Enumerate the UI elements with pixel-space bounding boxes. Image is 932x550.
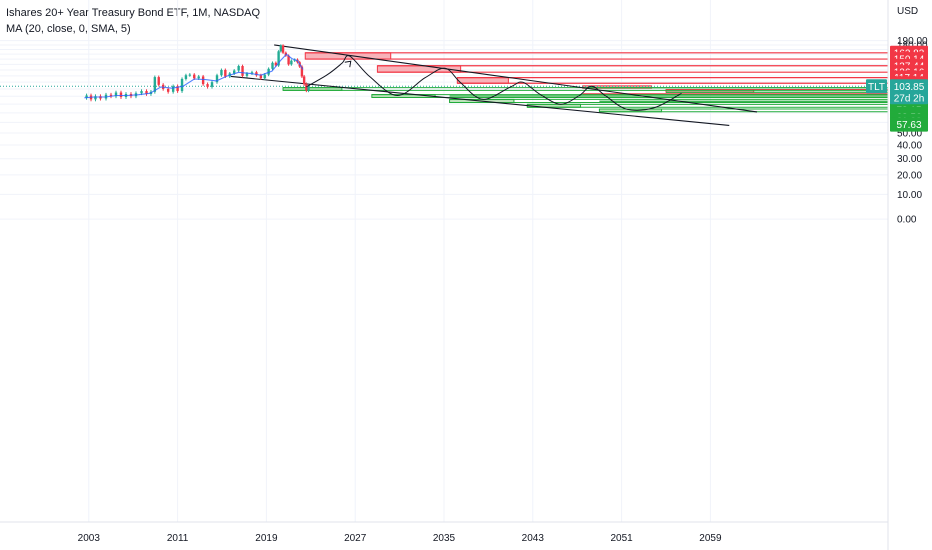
- y-tick-label: 0.00: [897, 215, 917, 226]
- candle-body: [176, 86, 179, 92]
- resistance-zone: [456, 77, 509, 84]
- candle-body: [271, 62, 274, 69]
- y-tick-label: 50.00: [897, 128, 922, 139]
- candle-body: [215, 75, 219, 83]
- candle-body: [210, 82, 214, 87]
- candle-body: [171, 86, 175, 92]
- candle-body: [305, 84, 308, 91]
- candle-body: [94, 96, 97, 100]
- symbol-tag-bg: [866, 79, 887, 94]
- projected-path: [306, 55, 682, 111]
- candle-body: [140, 91, 143, 94]
- candle-body: [109, 94, 113, 97]
- candle-body: [281, 45, 285, 53]
- support-price-tag: 57.63: [896, 120, 921, 131]
- candle-body: [241, 66, 244, 76]
- x-tick-label: 2019: [255, 533, 278, 544]
- price-series: [84, 44, 310, 102]
- candle-body: [274, 62, 278, 66]
- y-tick-label: 30.00: [897, 154, 922, 165]
- x-tick-label: 2027: [344, 533, 367, 544]
- candle-body: [119, 92, 123, 98]
- support-price-tag-bg: [890, 117, 928, 132]
- candle-body: [206, 84, 209, 87]
- y-tick-label: 190.00: [897, 36, 928, 47]
- candle-body: [193, 74, 196, 79]
- projection: [306, 55, 682, 111]
- y-tick-label: 10.00: [897, 190, 922, 201]
- y-tick-label: 20.00: [897, 170, 922, 181]
- candle-body: [184, 75, 188, 79]
- candle-body: [263, 74, 266, 79]
- currency-label: USD: [897, 6, 918, 17]
- candle-body: [255, 72, 258, 76]
- candle-body: [166, 88, 170, 92]
- candle-body: [300, 66, 304, 77]
- resistance-trendline: [274, 44, 758, 113]
- x-tick-label: 2051: [610, 533, 633, 544]
- candle-body: [307, 86, 310, 91]
- x-tick-label: 2003: [78, 533, 101, 544]
- trendlines: [230, 44, 758, 126]
- time-axis[interactable]: 2003 2011 2019 2027 2035 2043 2051 2059: [78, 533, 722, 544]
- projection-arrowhead: [344, 60, 352, 68]
- current-price-tag-bg: [890, 79, 928, 105]
- chart-title: Ishares 20+ Year Treasury Bond ETF, 1M, …: [6, 7, 261, 19]
- candle-body: [290, 60, 293, 65]
- candle-body: [237, 66, 240, 71]
- price-tags: 162.83150.14137.44126.16117.14108.4099.0…: [866, 45, 928, 132]
- candle-body: [279, 45, 283, 52]
- support-trendline: [230, 75, 730, 126]
- current-price-value: 103.85: [894, 82, 925, 93]
- moving-average-line: [84, 53, 304, 99]
- grid: [0, 0, 888, 522]
- candle-body: [250, 72, 254, 74]
- x-tick-label: 2035: [433, 533, 456, 544]
- candle-body: [145, 91, 148, 94]
- bar-countdown: 27d 2h: [894, 93, 925, 104]
- candle-body: [157, 77, 160, 85]
- candle-body: [201, 76, 205, 85]
- candle-body: [245, 73, 249, 76]
- candle-body: [153, 77, 157, 92]
- indicator-legend: MA (20, close, 0, SMA, 5): [6, 23, 131, 35]
- candle-body: [267, 68, 270, 75]
- x-tick-label: 2011: [167, 533, 189, 544]
- candle-body: [302, 76, 306, 85]
- candle-body: [277, 51, 280, 66]
- x-tick-label: 2043: [522, 533, 545, 544]
- candle-body: [197, 76, 200, 79]
- candle-body: [220, 69, 223, 76]
- candle-body: [233, 70, 236, 74]
- x-tick-label: 2059: [699, 533, 722, 544]
- candle-body: [180, 78, 184, 92]
- y-tick-label: 40.00: [897, 140, 922, 151]
- candle-body: [188, 74, 192, 76]
- symbol-tag: TLT: [868, 82, 885, 93]
- candle-body: [114, 92, 118, 97]
- candle-body: [287, 55, 290, 65]
- candle-body: [85, 95, 88, 98]
- candle-body: [224, 69, 227, 77]
- candle-body: [259, 75, 263, 79]
